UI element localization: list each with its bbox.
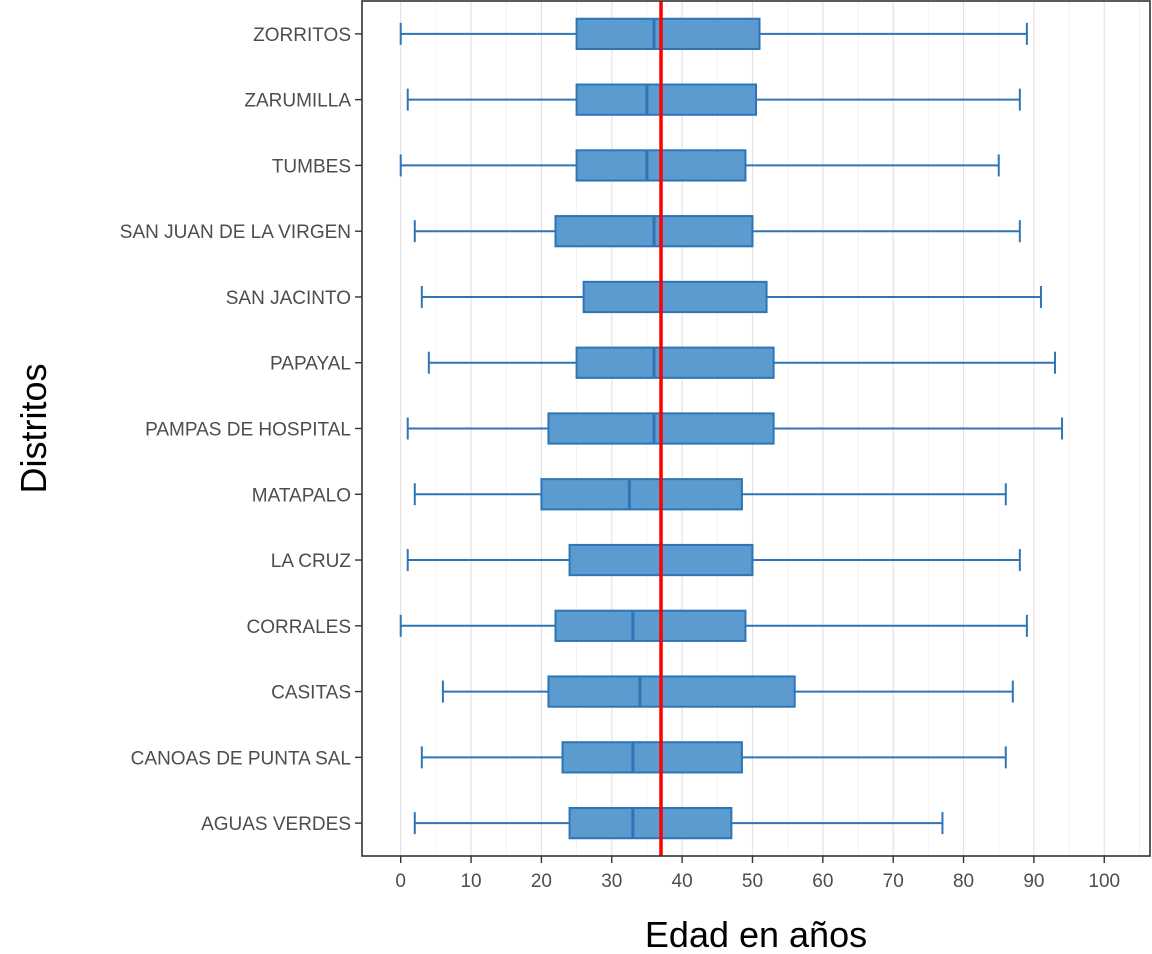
box-iqr [575, 346, 775, 379]
x-tick-label: 80 [953, 871, 974, 892]
box-zorritos [399, 17, 1028, 51]
box-san-jacinto [420, 280, 1042, 314]
category-label: LA CRUZ [271, 551, 352, 572]
box-iqr [568, 806, 733, 840]
box-iqr [575, 83, 758, 116]
x-tick-label: 70 [883, 871, 904, 892]
box-aguas-verdes [413, 806, 944, 840]
category-label: ZORRITOS [253, 25, 351, 46]
category-label: CORRALES [246, 617, 351, 638]
x-tick-label: 50 [742, 871, 763, 892]
box-layer [399, 17, 1064, 840]
category-label: AGUAS VERDES [201, 814, 351, 835]
category-label: TUMBES [272, 156, 351, 177]
box-casitas [441, 675, 1014, 708]
category-label: CASITAS [271, 683, 351, 704]
y-axis-title: Distritos [13, 363, 54, 493]
box-canoas-de-punta-sal [420, 741, 1007, 774]
x-tick-label: 10 [460, 871, 481, 892]
box-iqr [547, 675, 796, 708]
category-label: PAMPAS DE HOSPITAL [145, 420, 351, 441]
x-tick-label: 40 [672, 871, 693, 892]
x-tick-label: 20 [531, 871, 552, 892]
box-iqr [540, 478, 743, 511]
box-tumbes [399, 149, 1000, 182]
category-label: SAN JUAN DE LA VIRGEN [120, 222, 351, 243]
x-axis-title: Edad en años [645, 914, 867, 954]
box-papayal [427, 346, 1057, 379]
category-label: PAPAYAL [270, 354, 351, 375]
box-zarumilla [406, 83, 1021, 116]
x-tick-label: 0 [395, 871, 406, 892]
x-tick-label: 90 [1023, 871, 1044, 892]
category-label: MATAPALO [252, 485, 351, 506]
box-san-juan-de-la-virgen [413, 215, 1021, 248]
box-iqr [561, 741, 743, 774]
box-iqr [575, 17, 761, 51]
box-iqr [554, 609, 747, 642]
x-tick-label: 30 [601, 871, 622, 892]
box-matapalo [413, 478, 1007, 511]
x-tick-label: 100 [1088, 871, 1120, 892]
x-tick-label: 60 [812, 871, 833, 892]
category-label: SAN JACINTO [226, 288, 351, 309]
y-axis-ticks: ZORRITOS ZARUMILLA TUMBES SAN JUAN DE LA VI… [120, 25, 362, 835]
x-axis-ticks: 0 10 20 30 40 50 60 70 80 90 100 [395, 856, 1120, 892]
category-label: ZARUMILLA [244, 91, 351, 112]
category-label: CANOAS DE PUNTA SAL [131, 748, 351, 769]
box-iqr [582, 280, 768, 314]
box-corrales [399, 609, 1028, 642]
